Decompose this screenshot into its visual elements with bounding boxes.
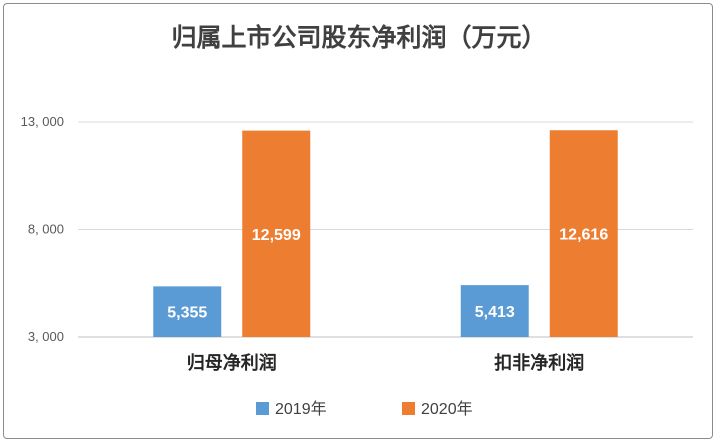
y-tick-label: 13, 000 xyxy=(21,114,64,129)
legend-swatch-2020 xyxy=(402,402,415,415)
data-labels: 5,355 12,599 5,413 12,616 xyxy=(167,227,608,322)
data-label: 12,616 xyxy=(559,227,608,244)
data-label: 12,599 xyxy=(252,227,301,244)
legend-swatch-2019 xyxy=(256,402,269,415)
bar-2019年-扣非净利润 xyxy=(460,285,529,337)
legend-label-2019: 2019年 xyxy=(275,400,327,418)
category-label: 归母净利润 xyxy=(187,352,277,374)
bar-2019年-归母净利润 xyxy=(153,286,222,337)
y-tick-label: 3, 000 xyxy=(28,329,64,344)
category-labels: 归母净利润 扣非净利润 xyxy=(187,352,585,374)
y-tick-label: 8, 000 xyxy=(28,222,64,237)
data-label: 5,355 xyxy=(167,305,207,322)
bar-2020年-扣非净利润 xyxy=(549,130,618,337)
category-label: 扣非净利润 xyxy=(494,352,584,374)
y-axis-ticks: 3, 000 8, 000 13, 000 xyxy=(21,114,64,344)
bar-2020年-归母净利润 xyxy=(242,130,311,337)
bars xyxy=(153,130,618,337)
data-label: 5,413 xyxy=(475,304,515,321)
legend: 2019年 2020年 xyxy=(256,400,473,418)
chart-title: 归属上市公司股东净利润（万元） xyxy=(171,23,546,52)
legend-label-2020: 2020年 xyxy=(421,400,473,418)
